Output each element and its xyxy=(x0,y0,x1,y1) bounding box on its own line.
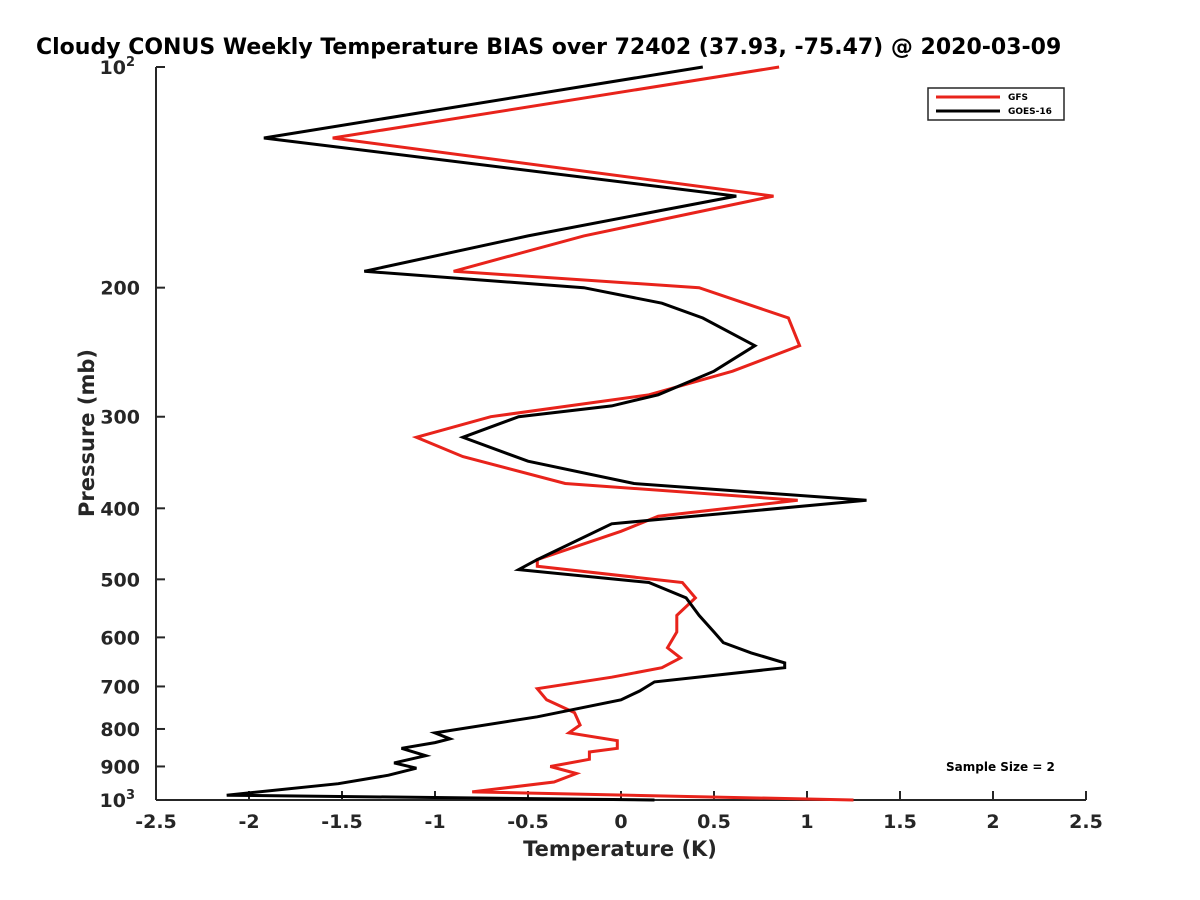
sample-size-annotation: Sample Size = 2 xyxy=(946,760,1055,774)
legend: GFS GOES-16 xyxy=(927,87,1065,121)
legend-label: GOES-16 xyxy=(1008,107,1052,117)
x-tick-label: 0.5 xyxy=(697,811,731,833)
legend-box xyxy=(927,87,1065,121)
y-tick-label: 800 xyxy=(100,719,140,741)
y-axis-label: Pressure (mb) xyxy=(75,349,99,517)
y-tick-label: 10 xyxy=(100,57,126,79)
y-tick-exponent: 2 xyxy=(126,55,135,70)
x-tick-label: -1 xyxy=(424,811,445,833)
y-tick-label: 10 xyxy=(100,790,126,812)
y-tick-label: 400 xyxy=(100,498,140,520)
y-tick-label: 300 xyxy=(100,407,140,429)
x-tick-label: -0.5 xyxy=(507,811,549,833)
x-axis-label: Temperature (K) xyxy=(523,837,717,861)
x-tick-label: 1 xyxy=(800,811,813,833)
chart-title: Cloudy CONUS Weekly Temperature BIAS ove… xyxy=(36,35,1061,60)
series-layer xyxy=(226,65,867,802)
x-tick-label: 1.5 xyxy=(883,811,917,833)
x-tick-label: -2 xyxy=(238,811,259,833)
y-tick-label: 700 xyxy=(100,676,140,698)
y-tick-label: 900 xyxy=(100,756,140,778)
x-tick-label: 2.5 xyxy=(1069,811,1103,833)
y-tick-label: 500 xyxy=(100,569,140,591)
x-tick-label: 0 xyxy=(614,811,627,833)
legend-label: GFS xyxy=(1008,93,1028,103)
x-tick-label: 2 xyxy=(986,811,999,833)
y-tick-label: 600 xyxy=(100,627,140,649)
series-line-gfs xyxy=(332,65,854,802)
x-tick-label: -2.5 xyxy=(135,811,177,833)
y-tick-label: 200 xyxy=(100,278,140,300)
series-line-goes-16 xyxy=(226,65,867,802)
y-tick-exponent: 3 xyxy=(126,788,135,803)
x-tick-label: -1.5 xyxy=(321,811,363,833)
